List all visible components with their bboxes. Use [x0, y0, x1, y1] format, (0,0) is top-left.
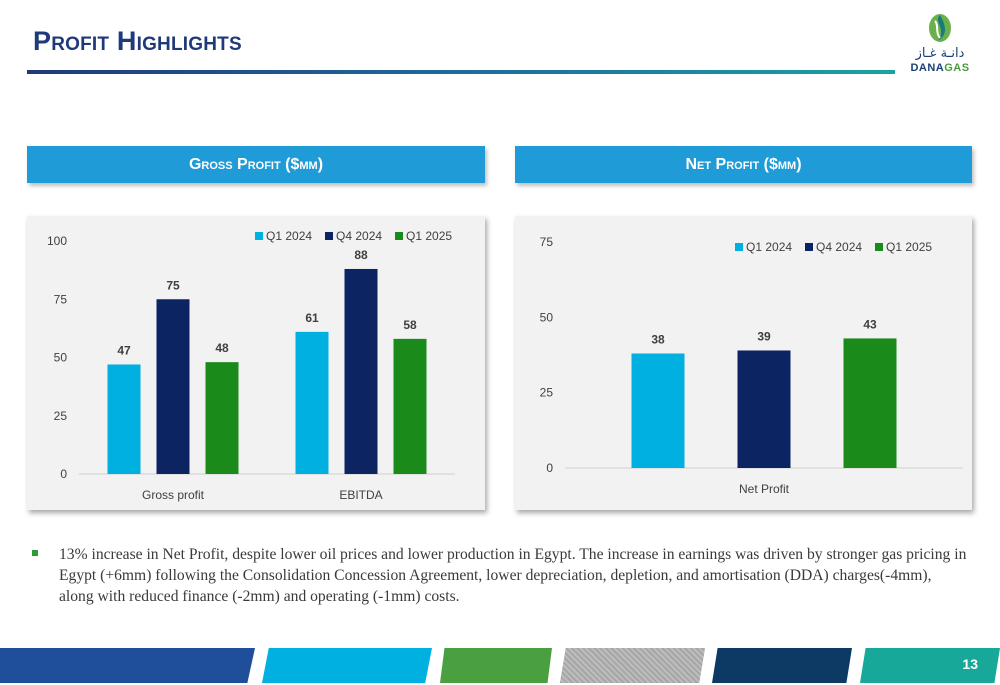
- gross-profit-chart: 0 25 50 75 100 47 75 48 Gross profit 61 88 58 EBITDA…: [47, 229, 455, 502]
- bar-q1-2024: [295, 331, 329, 474]
- net-profit-header: Net Profit ($mm): [515, 146, 972, 183]
- x-tick-label: Gross profit: [142, 488, 205, 502]
- footer-segment: [712, 648, 852, 683]
- legend-label: Q1 2025: [406, 229, 452, 243]
- bar-q4-2024: [737, 350, 791, 468]
- y-tick-label: 50: [54, 351, 68, 365]
- gross-profit-chart-panel: 0 25 50 75 100 47 75 48 Gross profit 61 88 58 EBITDA…: [27, 216, 485, 510]
- data-label: 75: [166, 278, 180, 292]
- net-profit-chart-panel: 0 25 50 75 38 39 43 Net Profit Q1 2024 Q4 2024 Q1 …: [515, 216, 972, 510]
- x-tick-label: Net Profit: [739, 482, 790, 496]
- bar-q1-2025: [843, 338, 897, 468]
- data-label: 39: [757, 329, 771, 343]
- footer-segment: [560, 648, 705, 683]
- footer-segment: [0, 648, 255, 683]
- data-label: 88: [354, 248, 368, 262]
- legend-label: Q1 2024: [266, 229, 312, 243]
- data-label: 38: [651, 332, 665, 346]
- bullet-marker: [32, 550, 38, 556]
- bar-q1-2024: [631, 353, 685, 468]
- logo-arabic-text: دانـة غـاز: [915, 46, 965, 61]
- legend-swatch: [735, 243, 743, 251]
- legend-swatch: [395, 232, 403, 240]
- page-title: Profit Highlights: [33, 26, 242, 56]
- y-tick-label: 25: [540, 386, 554, 400]
- legend-swatch: [805, 243, 813, 251]
- bar-q1-2024: [107, 364, 141, 474]
- data-label: 43: [863, 317, 877, 331]
- bar-q1-2025: [205, 362, 239, 474]
- y-tick-label: 75: [540, 235, 554, 249]
- bar-q4-2024: [156, 299, 190, 474]
- commentary-text: 13% increase in Net Profit, despite lowe…: [59, 546, 967, 605]
- legend-label: Q1 2024: [746, 240, 792, 254]
- dana-gas-logo: دانـة غـاز DANAGAS: [905, 12, 975, 77]
- legend-swatch: [875, 243, 883, 251]
- footer-segment: [440, 648, 552, 683]
- legend-swatch: [325, 232, 333, 240]
- data-label: 47: [117, 343, 131, 357]
- y-tick-label: 0: [546, 461, 553, 475]
- bar-q4-2024: [344, 268, 378, 474]
- page-number: 13: [962, 656, 978, 672]
- legend-label: Q1 2025: [886, 240, 932, 254]
- legend-label: Q4 2024: [816, 240, 862, 254]
- data-label: 58: [403, 318, 417, 332]
- legend-swatch: [255, 232, 263, 240]
- data-label: 61: [305, 311, 319, 325]
- legend-label: Q4 2024: [336, 229, 382, 243]
- logo-english-text: DANAGAS: [910, 62, 970, 74]
- leaf-flame-icon: [929, 14, 951, 42]
- net-profit-chart: 0 25 50 75 38 39 43 Net Profit Q1 2024 Q4 2024 Q1 …: [540, 235, 963, 496]
- title-underline: [27, 70, 895, 74]
- data-label: 48: [215, 341, 229, 355]
- gross-profit-header: Gross Profit ($mm): [27, 146, 485, 183]
- y-tick-label: 75: [54, 292, 68, 306]
- y-tick-label: 0: [60, 467, 67, 481]
- y-tick-label: 100: [47, 234, 67, 248]
- bar-q1-2025: [393, 338, 427, 474]
- footer-segment: [262, 648, 432, 683]
- y-tick-label: 25: [54, 409, 68, 423]
- x-tick-label: EBITDA: [339, 488, 382, 502]
- y-tick-label: 50: [540, 310, 554, 324]
- footer-segment: [860, 648, 1000, 683]
